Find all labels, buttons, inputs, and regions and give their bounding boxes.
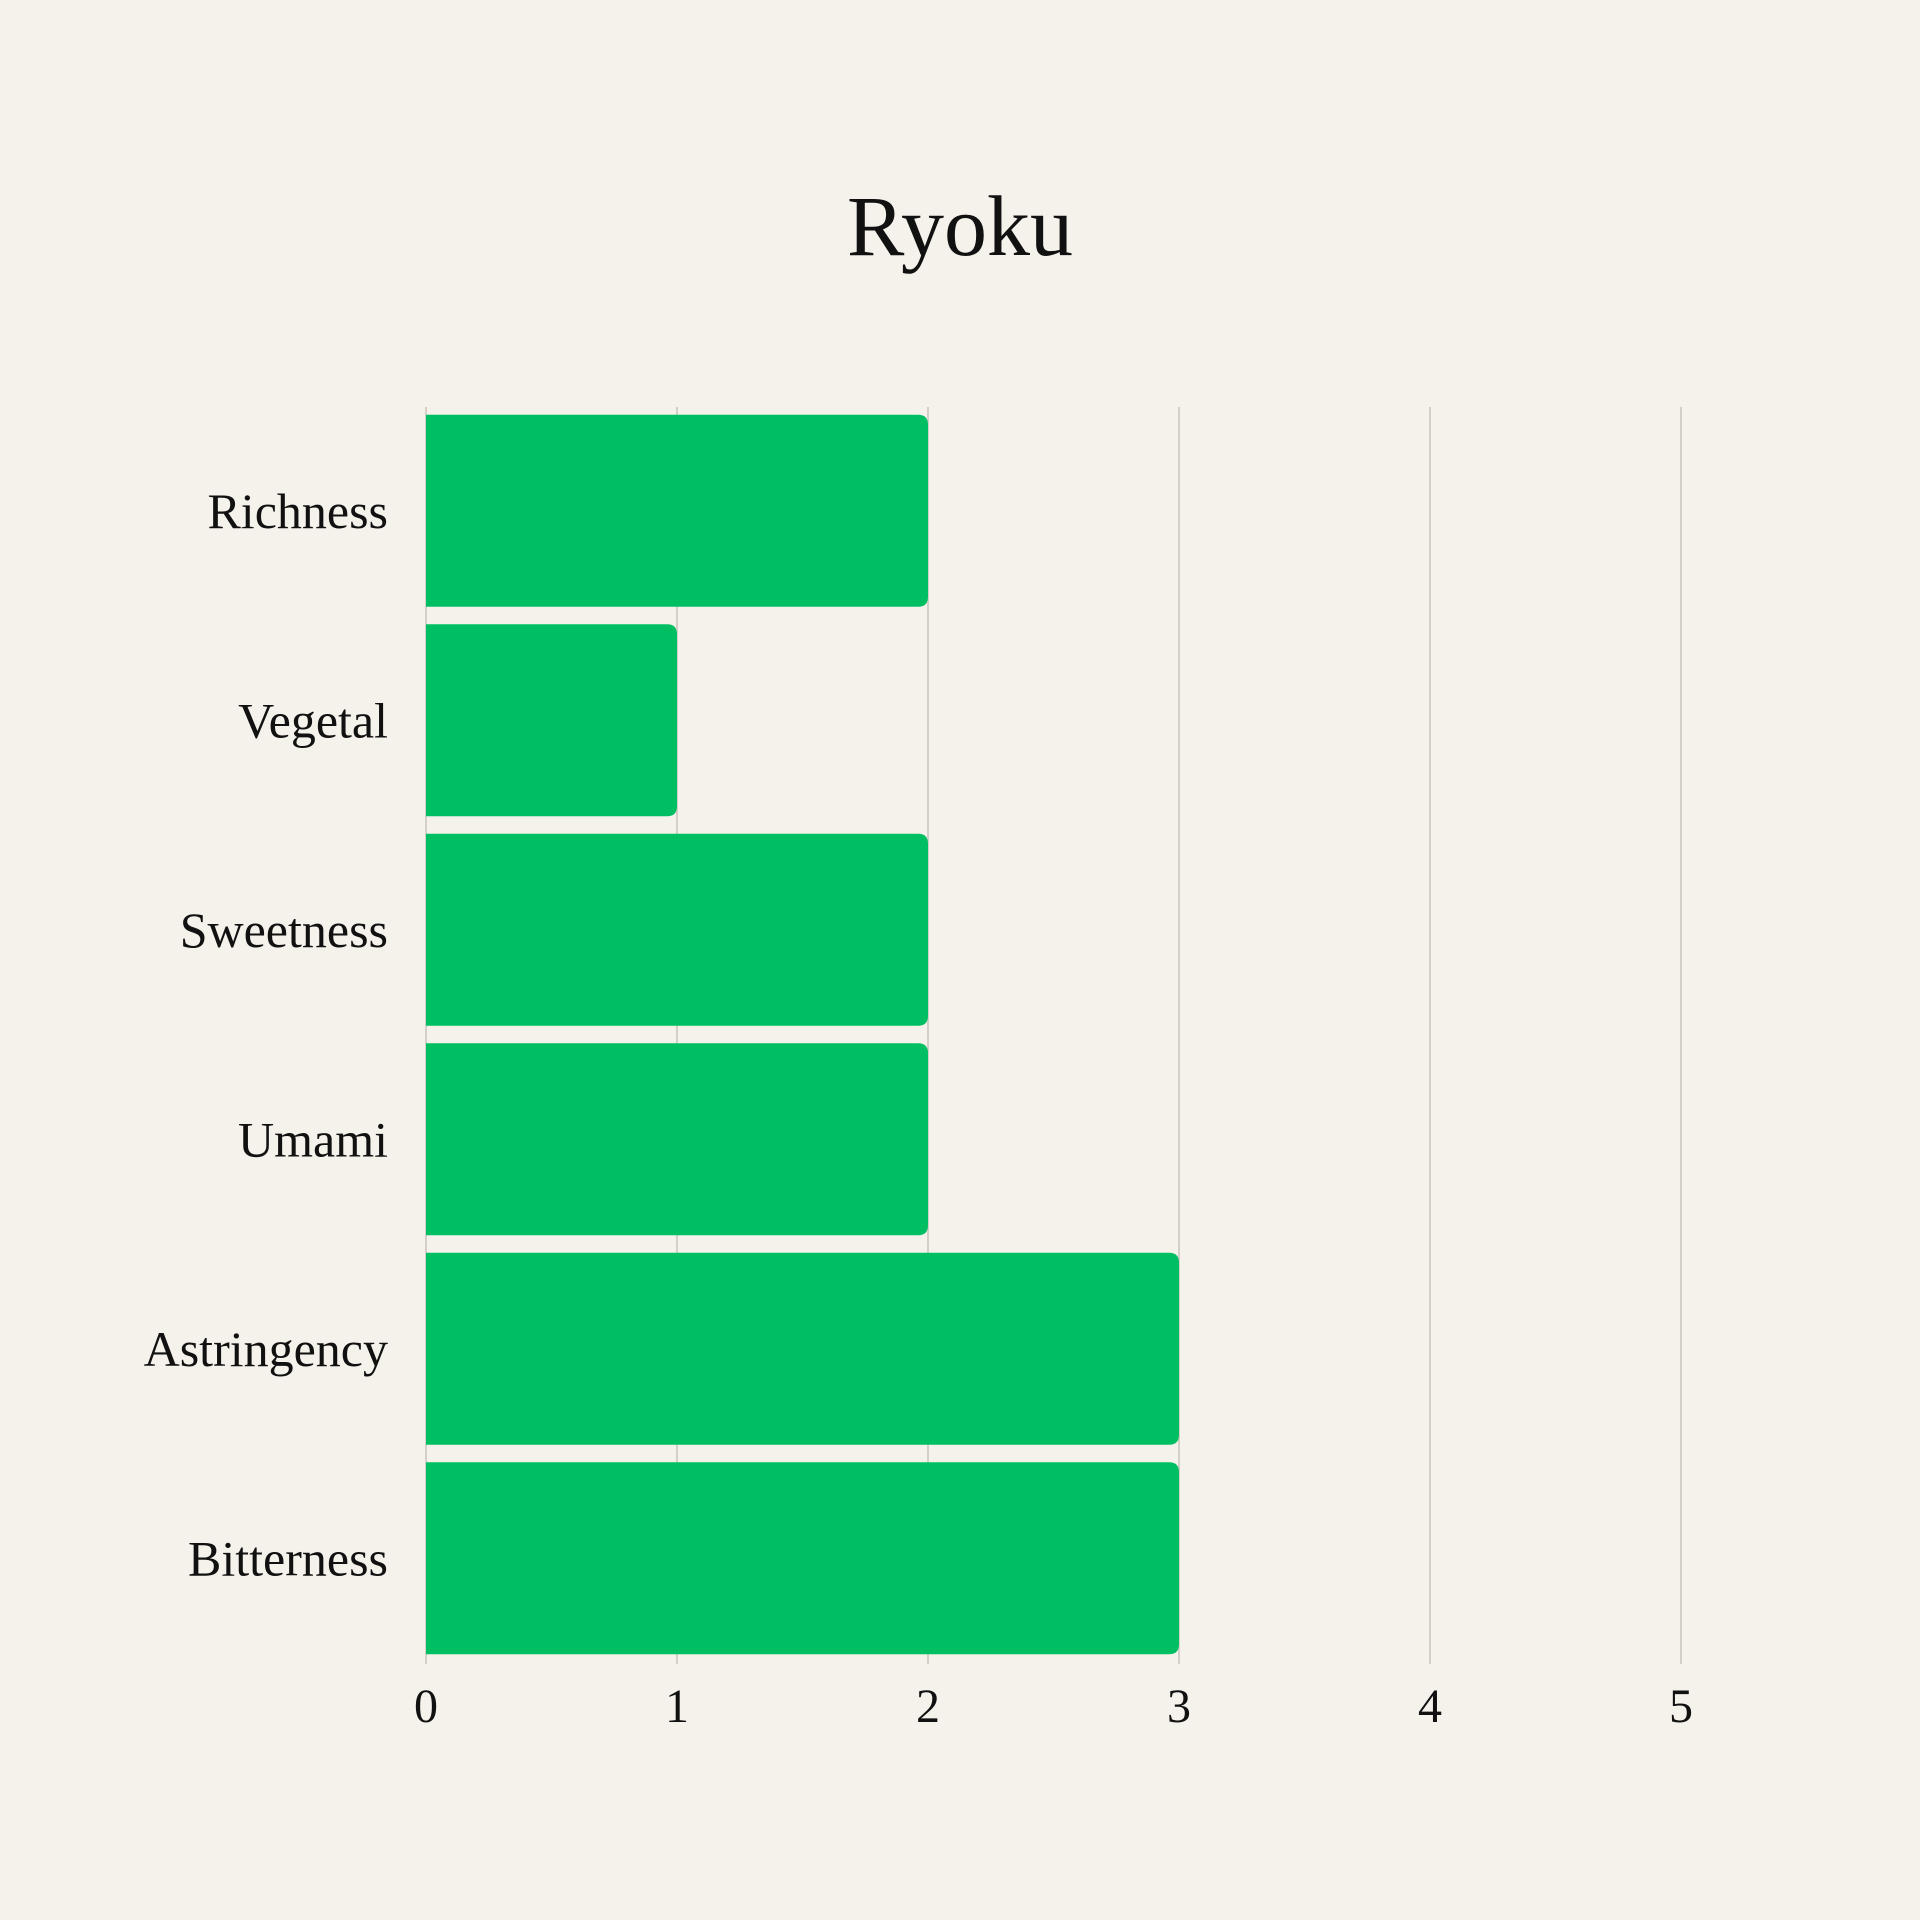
x-tick-label: 2 — [916, 1680, 940, 1733]
x-tick-label: 4 — [1418, 1680, 1442, 1733]
chart-title: Ryoku — [847, 178, 1073, 274]
y-category-label: Bitterness — [188, 1530, 388, 1586]
x-tick-label: 3 — [1167, 1680, 1191, 1733]
x-tick-label: 1 — [665, 1680, 689, 1733]
y-category-label: Umami — [238, 1111, 388, 1167]
y-category-label: Astringency — [144, 1321, 388, 1377]
x-tick-label: 0 — [414, 1680, 438, 1733]
x-tick-label: 5 — [1669, 1680, 1693, 1733]
y-category-label: Vegetal — [238, 692, 388, 748]
bar-astringency — [426, 1252, 1179, 1445]
bar-richness — [426, 414, 928, 607]
y-category-label: Sweetness — [180, 902, 388, 958]
bar-umami — [426, 1043, 928, 1236]
bar-sweetness — [426, 833, 928, 1026]
y-category-label: Richness — [207, 483, 388, 539]
bar-vegetal — [426, 624, 677, 817]
bar-bitterness — [426, 1462, 1179, 1655]
